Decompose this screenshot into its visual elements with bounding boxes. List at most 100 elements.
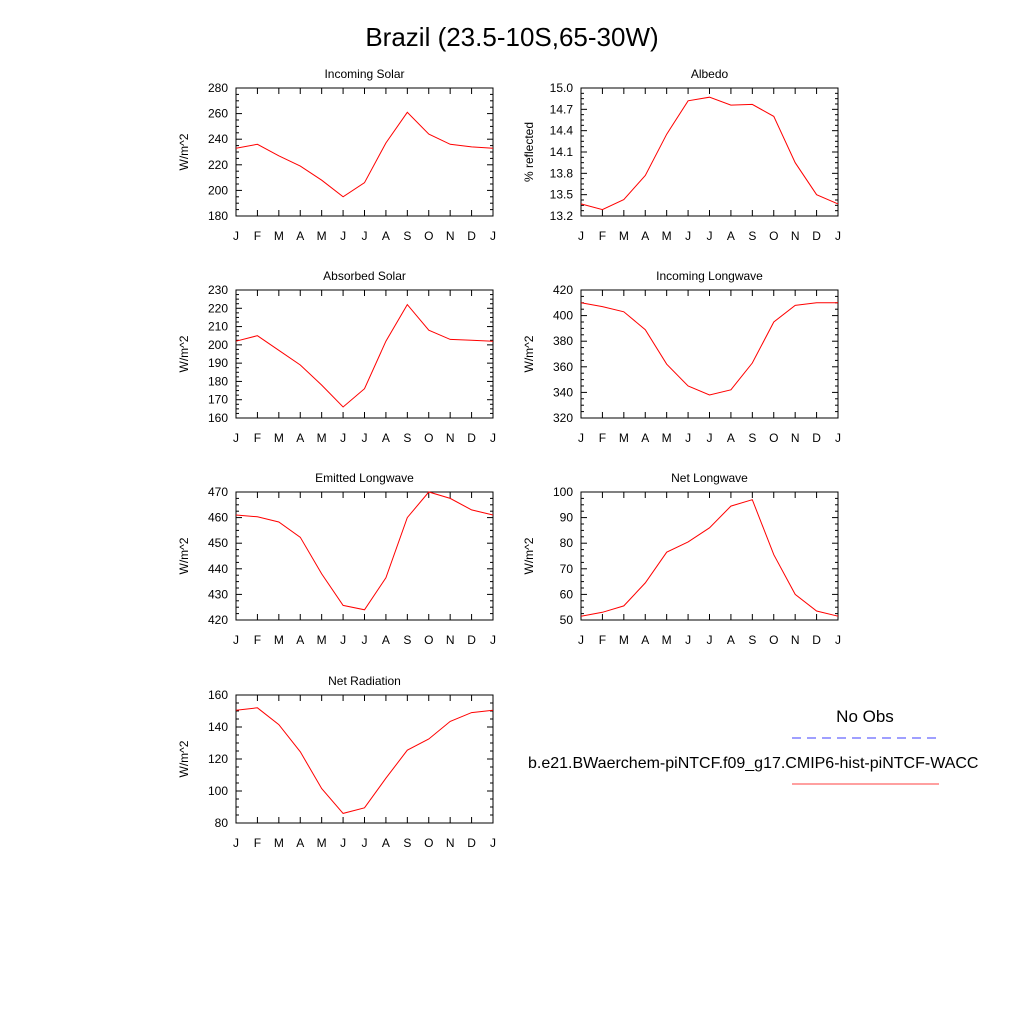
y-tick-label: 100 bbox=[553, 485, 573, 499]
x-tick-label: S bbox=[748, 431, 756, 445]
y-axis-label: W/m^2 bbox=[177, 537, 191, 574]
x-tick-label: A bbox=[382, 633, 390, 647]
x-tick-label: J bbox=[578, 229, 584, 243]
x-tick-label: A bbox=[296, 229, 304, 243]
y-tick-label: 14.7 bbox=[550, 102, 574, 116]
x-tick-label: O bbox=[769, 431, 778, 445]
x-tick-label: A bbox=[641, 431, 649, 445]
x-tick-label: N bbox=[446, 229, 455, 243]
y-tick-label: 450 bbox=[208, 536, 228, 550]
y-tick-label: 13.8 bbox=[550, 166, 574, 180]
x-tick-label: A bbox=[727, 229, 735, 243]
y-axis-label: W/m^2 bbox=[177, 335, 191, 372]
x-tick-label: A bbox=[382, 229, 390, 243]
legend-case-label: b.e21.BWaerchem-piNTCF.f09_g17.CMIP6-his… bbox=[528, 755, 978, 772]
x-tick-label: F bbox=[599, 431, 606, 445]
y-tick-label: 160 bbox=[208, 688, 228, 702]
x-tick-label: D bbox=[812, 633, 821, 647]
y-tick-label: 220 bbox=[208, 158, 228, 172]
plot-frame bbox=[580, 87, 839, 217]
y-tick-label: 180 bbox=[208, 374, 228, 388]
x-tick-label: J bbox=[835, 431, 841, 445]
y-tick-label: 15.0 bbox=[550, 81, 574, 95]
x-tick-label: F bbox=[254, 836, 261, 850]
x-tick-label: J bbox=[578, 633, 584, 647]
x-tick-label: M bbox=[662, 431, 672, 445]
y-tick-label: 120 bbox=[208, 752, 228, 766]
x-tick-label: N bbox=[446, 836, 455, 850]
x-tick-label: D bbox=[467, 836, 476, 850]
y-axis-label: W/m^2 bbox=[177, 740, 191, 777]
y-tick-label: 14.4 bbox=[550, 124, 574, 138]
x-tick-label: N bbox=[791, 633, 800, 647]
y-tick-label: 440 bbox=[208, 562, 228, 576]
x-tick-label: F bbox=[254, 229, 261, 243]
x-tick-label: J bbox=[233, 633, 239, 647]
plot-frame bbox=[235, 289, 494, 419]
y-tick-label: 380 bbox=[553, 334, 573, 348]
x-tick-label: J bbox=[835, 633, 841, 647]
panel-title: Albedo bbox=[691, 67, 729, 81]
y-tick-label: 50 bbox=[560, 613, 574, 627]
x-tick-label: D bbox=[812, 431, 821, 445]
series-line bbox=[235, 491, 494, 611]
x-tick-label: A bbox=[727, 633, 735, 647]
x-tick-label: N bbox=[791, 229, 800, 243]
y-tick-label: 190 bbox=[208, 356, 228, 370]
x-tick-label: M bbox=[317, 633, 327, 647]
y-tick-label: 80 bbox=[560, 536, 574, 550]
x-tick-label: S bbox=[403, 836, 411, 850]
x-tick-label: J bbox=[362, 431, 368, 445]
x-tick-label: J bbox=[707, 229, 713, 243]
x-tick-label: M bbox=[274, 431, 284, 445]
x-tick-label: M bbox=[619, 633, 629, 647]
x-tick-label: J bbox=[707, 633, 713, 647]
x-tick-label: J bbox=[340, 229, 346, 243]
plot-frame bbox=[235, 694, 494, 824]
x-tick-label: O bbox=[769, 229, 778, 243]
x-tick-label: J bbox=[340, 633, 346, 647]
x-tick-label: A bbox=[382, 836, 390, 850]
x-tick-label: M bbox=[662, 633, 672, 647]
panel-title: Emitted Longwave bbox=[315, 471, 414, 485]
x-tick-label: J bbox=[685, 431, 691, 445]
y-tick-label: 430 bbox=[208, 587, 228, 601]
y-tick-label: 420 bbox=[553, 283, 573, 297]
x-tick-label: J bbox=[233, 836, 239, 850]
x-tick-label: A bbox=[296, 431, 304, 445]
x-tick-label: J bbox=[340, 431, 346, 445]
series-line bbox=[580, 499, 839, 617]
x-tick-label: D bbox=[812, 229, 821, 243]
x-tick-label: A bbox=[382, 431, 390, 445]
x-tick-label: M bbox=[619, 229, 629, 243]
y-tick-label: 320 bbox=[553, 411, 573, 425]
x-tick-label: F bbox=[599, 633, 606, 647]
y-axis-label: W/m^2 bbox=[522, 335, 536, 372]
x-tick-label: O bbox=[424, 633, 433, 647]
panel-title: Net Longwave bbox=[671, 471, 748, 485]
x-tick-label: M bbox=[274, 836, 284, 850]
y-tick-label: 200 bbox=[208, 338, 228, 352]
x-tick-label: O bbox=[424, 229, 433, 243]
x-tick-label: F bbox=[599, 229, 606, 243]
x-tick-label: O bbox=[424, 431, 433, 445]
plot-frame bbox=[580, 491, 839, 621]
x-tick-label: J bbox=[362, 229, 368, 243]
y-tick-label: 340 bbox=[553, 385, 573, 399]
y-tick-label: 220 bbox=[208, 301, 228, 315]
x-tick-label: F bbox=[254, 431, 261, 445]
plot-frame bbox=[235, 87, 494, 217]
y-tick-label: 200 bbox=[208, 183, 228, 197]
x-tick-label: J bbox=[362, 836, 368, 850]
x-tick-label: J bbox=[340, 836, 346, 850]
y-tick-label: 160 bbox=[208, 411, 228, 425]
y-tick-label: 360 bbox=[553, 360, 573, 374]
x-tick-label: J bbox=[490, 836, 496, 850]
panel-title: Absorbed Solar bbox=[323, 269, 406, 283]
